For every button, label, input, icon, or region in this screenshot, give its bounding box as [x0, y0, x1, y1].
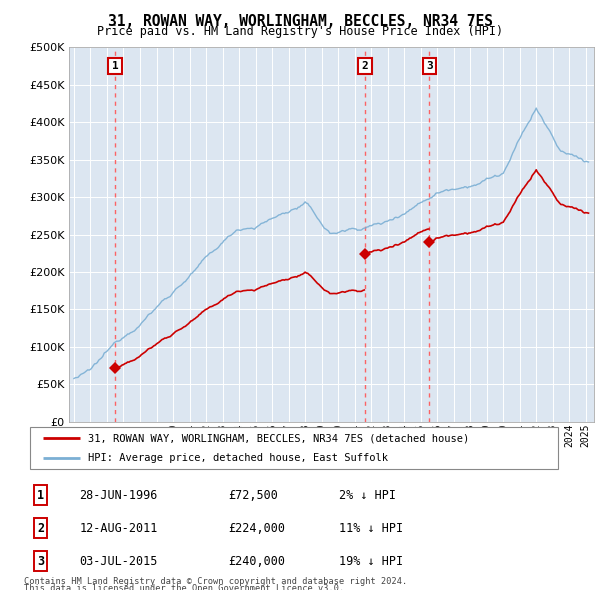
- FancyBboxPatch shape: [30, 427, 558, 469]
- Text: 3: 3: [37, 555, 44, 568]
- Text: £240,000: £240,000: [228, 555, 285, 568]
- Text: This data is licensed under the Open Government Licence v3.0.: This data is licensed under the Open Gov…: [24, 584, 344, 590]
- Text: £72,500: £72,500: [228, 489, 278, 502]
- Text: 12-AUG-2011: 12-AUG-2011: [79, 522, 158, 535]
- Text: 31, ROWAN WAY, WORLINGHAM, BECCLES, NR34 7ES: 31, ROWAN WAY, WORLINGHAM, BECCLES, NR34…: [107, 14, 493, 29]
- Text: 11% ↓ HPI: 11% ↓ HPI: [338, 522, 403, 535]
- Text: 28-JUN-1996: 28-JUN-1996: [79, 489, 158, 502]
- Text: 2: 2: [361, 61, 368, 71]
- Text: Contains HM Land Registry data © Crown copyright and database right 2024.: Contains HM Land Registry data © Crown c…: [24, 577, 407, 586]
- Text: 1: 1: [112, 61, 118, 71]
- Text: HPI: Average price, detached house, East Suffolk: HPI: Average price, detached house, East…: [88, 453, 388, 463]
- Text: 31, ROWAN WAY, WORLINGHAM, BECCLES, NR34 7ES (detached house): 31, ROWAN WAY, WORLINGHAM, BECCLES, NR34…: [88, 433, 469, 443]
- Text: 19% ↓ HPI: 19% ↓ HPI: [338, 555, 403, 568]
- Text: £224,000: £224,000: [228, 522, 285, 535]
- Text: Price paid vs. HM Land Registry's House Price Index (HPI): Price paid vs. HM Land Registry's House …: [97, 25, 503, 38]
- Text: 1: 1: [37, 489, 44, 502]
- Text: 2% ↓ HPI: 2% ↓ HPI: [338, 489, 395, 502]
- Text: 2: 2: [37, 522, 44, 535]
- Text: 03-JUL-2015: 03-JUL-2015: [79, 555, 158, 568]
- Text: 3: 3: [426, 61, 433, 71]
